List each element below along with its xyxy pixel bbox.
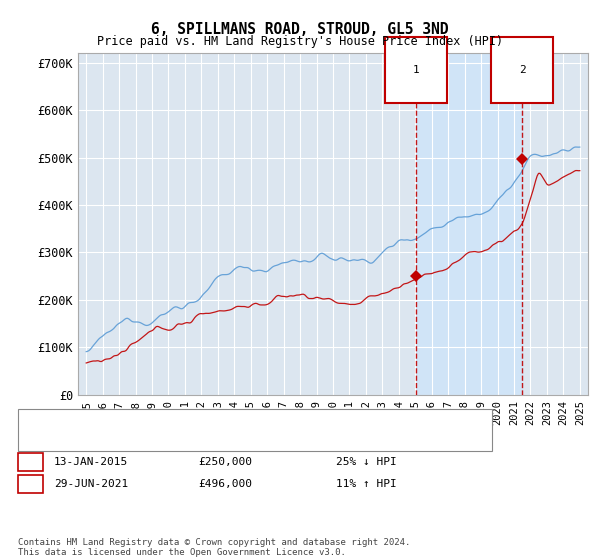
Text: £496,000: £496,000 xyxy=(198,479,252,489)
Text: 11% ↑ HPI: 11% ↑ HPI xyxy=(336,479,397,489)
Text: HPI: Average price, detached house, Stroud: HPI: Average price, detached house, Stro… xyxy=(63,431,325,440)
Text: 1: 1 xyxy=(413,65,419,75)
Text: Price paid vs. HM Land Registry's House Price Index (HPI): Price paid vs. HM Land Registry's House … xyxy=(97,35,503,48)
Text: 6, SPILLMANS ROAD, STROUD, GL5 3ND (detached house): 6, SPILLMANS ROAD, STROUD, GL5 3ND (deta… xyxy=(63,413,382,422)
Text: 25% ↓ HPI: 25% ↓ HPI xyxy=(336,457,397,467)
Text: Contains HM Land Registry data © Crown copyright and database right 2024.
This d: Contains HM Land Registry data © Crown c… xyxy=(18,538,410,557)
Text: ——: —— xyxy=(39,411,64,424)
Text: 2: 2 xyxy=(519,65,526,75)
Text: 2: 2 xyxy=(27,479,34,489)
Bar xyxy=(416,53,522,395)
Text: ——: —— xyxy=(39,429,64,442)
Text: 1: 1 xyxy=(27,457,34,467)
Text: 13-JAN-2015: 13-JAN-2015 xyxy=(54,457,128,467)
Text: 29-JUN-2021: 29-JUN-2021 xyxy=(54,479,128,489)
Text: £250,000: £250,000 xyxy=(198,457,252,467)
Text: 6, SPILLMANS ROAD, STROUD, GL5 3ND: 6, SPILLMANS ROAD, STROUD, GL5 3ND xyxy=(151,22,449,38)
